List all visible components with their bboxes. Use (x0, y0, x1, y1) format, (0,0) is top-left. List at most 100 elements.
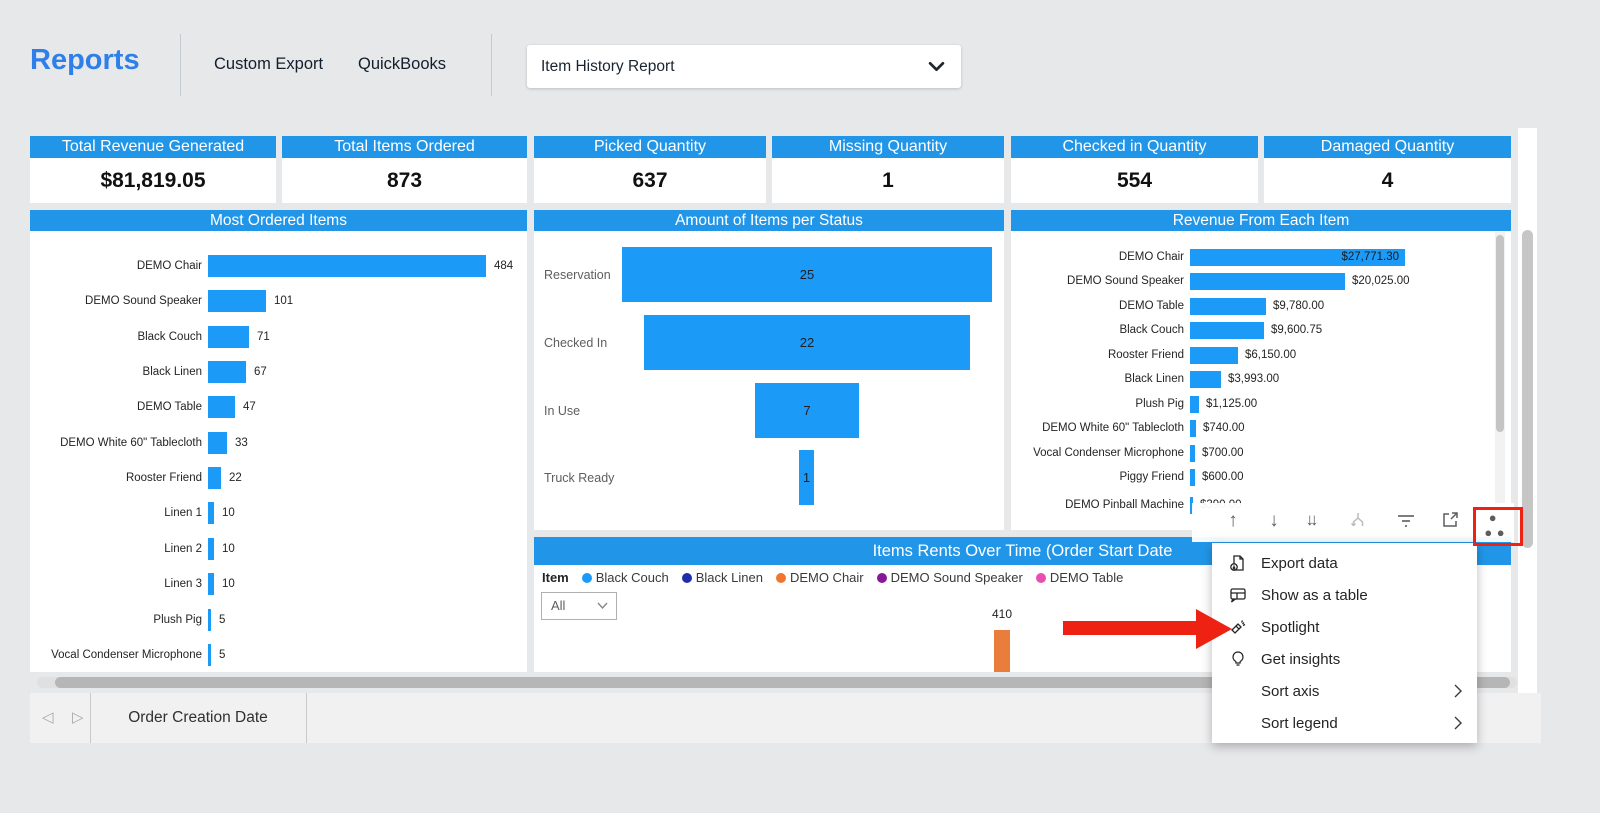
category-label: DEMO Chair (1118, 251, 1184, 263)
bar-value: $20,025.00 (1352, 275, 1410, 287)
horizontal-scrollbar[interactable] (37, 677, 1517, 688)
sort-axis-icon[interactable]: ↓↓ (1305, 510, 1319, 529)
bar-value: 22 (229, 472, 242, 484)
menu-item-spotlight[interactable]: Spotlight (1212, 611, 1477, 643)
bar-value: 67 (254, 366, 267, 378)
bar[interactable] (1190, 346, 1238, 364)
funnel-bar[interactable]: 1 (799, 450, 814, 505)
bar[interactable] (208, 644, 211, 666)
chevron-right-icon (1453, 715, 1463, 731)
bar-value: $3,993.00 (1228, 373, 1280, 385)
category-label: Black Couch (137, 331, 202, 343)
drill-down-icon[interactable] (1348, 510, 1372, 534)
menu-item-sort-legend[interactable]: Sort legend (1212, 707, 1477, 739)
bar[interactable]: $27,771.30 (1190, 248, 1405, 266)
bar[interactable] (1190, 444, 1195, 462)
bar[interactable] (208, 396, 235, 418)
category-label: Black Couch (1119, 324, 1184, 336)
category-label: Plush Pig (1135, 398, 1184, 410)
orange-bar[interactable] (994, 630, 1010, 672)
bar[interactable] (208, 361, 246, 383)
next-page-icon[interactable]: ▷ (72, 709, 84, 726)
tab-divider (306, 693, 307, 743)
legend-item[interactable]: DEMO Table (1035, 570, 1123, 585)
bar[interactable] (208, 467, 221, 489)
bar[interactable] (1190, 419, 1196, 437)
bar-value: 484 (494, 260, 514, 272)
bar[interactable] (1190, 272, 1345, 290)
legend-item[interactable]: Black Couch (581, 570, 669, 585)
kpi-value: $81,819.05 (100, 169, 206, 192)
legend-item[interactable]: Black Linen (681, 570, 763, 585)
bar-value: $700.00 (1202, 447, 1244, 459)
item-filter-dropdown[interactable]: All (541, 592, 617, 620)
scrollbar-thumb[interactable] (1522, 230, 1533, 548)
scrollbar-thumb[interactable] (55, 677, 1510, 688)
vertical-scrollbar[interactable] (1518, 128, 1537, 693)
previous-page-icon[interactable]: ◁ (42, 709, 54, 726)
bar-value: $27,771.30 (1341, 251, 1399, 263)
bar[interactable] (1190, 370, 1221, 388)
bar[interactable] (1190, 468, 1195, 486)
lightbulb-icon (1228, 650, 1248, 668)
legend-dot-icon (876, 572, 887, 583)
legend-dot-icon (581, 572, 592, 583)
bar[interactable] (1190, 395, 1199, 413)
kpi-card-total-items: Total Items Ordered 873 (282, 136, 527, 203)
chevron-down-icon (597, 602, 608, 610)
bar-value: 33 (235, 437, 248, 449)
category-label: DEMO Chair (136, 260, 202, 272)
more-options-icon[interactable]: ● ● ● (1484, 510, 1506, 540)
bar[interactable] (208, 326, 249, 348)
bar[interactable] (1190, 297, 1266, 315)
legend-item[interactable]: DEMO Chair (775, 570, 864, 585)
header-divider (491, 34, 492, 96)
chart-title: Amount of Items per Status (534, 210, 1004, 231)
bar-value: 10 (222, 578, 235, 590)
kpi-card-picked-quantity: Picked Quantity 637 (534, 136, 766, 203)
bar[interactable] (208, 502, 214, 524)
bar[interactable] (208, 609, 211, 631)
export-data-icon (1228, 554, 1248, 572)
legend-title: Item (542, 570, 569, 585)
category-label: Vocal Condenser Microphone (51, 649, 202, 661)
funnel-bar[interactable]: 25 (622, 247, 992, 302)
bar[interactable] (1190, 496, 1193, 514)
chevron-right-icon (1453, 683, 1463, 699)
scrollbar-thumb[interactable] (1496, 235, 1504, 432)
funnel-bar[interactable]: 7 (755, 383, 859, 438)
nav-quickbooks[interactable]: QuickBooks (358, 55, 447, 73)
bar[interactable] (208, 255, 486, 277)
kpi-card-total-revenue: Total Revenue Generated $81,819.05 (30, 136, 276, 203)
bar[interactable] (208, 573, 214, 595)
bar[interactable] (208, 290, 266, 312)
report-selector-dropdown[interactable]: Item History Report (527, 45, 961, 88)
funnel-bar[interactable]: 22 (644, 315, 970, 370)
bar[interactable] (1190, 321, 1264, 339)
chart-inner-scrollbar[interactable] (1495, 232, 1505, 528)
legend-item[interactable]: DEMO Sound Speaker (876, 570, 1023, 585)
menu-item-show-as-table[interactable]: Show as a table (1212, 579, 1477, 611)
page-title: Reports (30, 44, 140, 76)
bar[interactable] (208, 538, 214, 560)
sort-descending-icon[interactable]: ↓ (1269, 510, 1279, 531)
focus-mode-icon[interactable] (1440, 510, 1464, 534)
category-label: DEMO Sound Speaker (85, 295, 202, 307)
category-label: Linen 2 (164, 543, 202, 555)
category-label: Linen 1 (164, 507, 202, 519)
menu-item-export-data[interactable]: Export data (1212, 547, 1477, 579)
filters-icon[interactable] (1396, 510, 1420, 534)
menu-item-sort-axis[interactable]: Sort axis (1212, 675, 1477, 707)
tab-order-creation-date[interactable]: Order Creation Date (128, 709, 268, 726)
menu-item-get-insights[interactable]: Get insights (1212, 643, 1477, 675)
kpi-label: Total Revenue Generated (30, 136, 276, 158)
bar[interactable] (208, 432, 227, 454)
chart-revenue-per-item: Revenue From Each Item DEMO Chair $27,771… (1011, 210, 1511, 530)
category-label: Linen 3 (164, 578, 202, 590)
bar-value: $600.00 (1202, 471, 1244, 483)
sort-ascending-icon[interactable]: ↑ (1228, 510, 1238, 531)
nav-custom-export[interactable]: Custom Export (214, 55, 324, 73)
bar-value: 10 (222, 543, 235, 555)
chart-items-per-status: Amount of Items per Status Reservation C… (534, 210, 1004, 530)
